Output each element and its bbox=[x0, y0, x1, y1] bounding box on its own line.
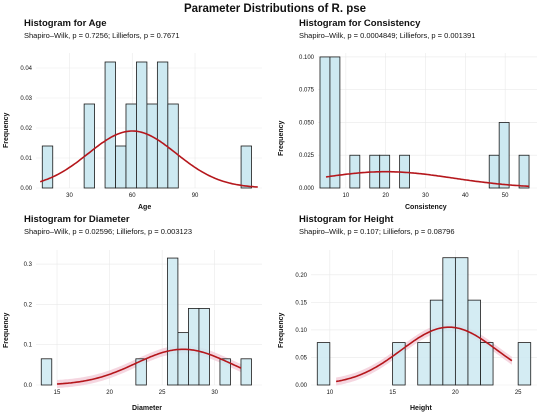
x-tick-label: 60 bbox=[129, 193, 136, 199]
histogram-bar bbox=[417, 342, 431, 386]
histogram-bar bbox=[442, 257, 456, 386]
chart-subtitle: Shapiro–Wilk, p = 0.02596; Lilliefors, p… bbox=[24, 227, 193, 236]
y-tick-label: 0.000 bbox=[299, 186, 315, 192]
x-tick-label: 15 bbox=[54, 390, 61, 396]
histogram-bar bbox=[83, 103, 95, 189]
chart-subtitle: Shapiro–Wilk, p = 0.7256; Lilliefors, p … bbox=[24, 31, 180, 40]
x-tick-label: 15 bbox=[389, 390, 396, 396]
x-tick-label: 30 bbox=[66, 193, 73, 199]
histogram-bar bbox=[40, 358, 53, 386]
histogram-bar bbox=[517, 342, 532, 386]
density-curve bbox=[56, 348, 242, 385]
histogram-bar bbox=[319, 56, 331, 189]
y-tick-label: 0.03 bbox=[20, 96, 32, 102]
chart-title: Histogram for Age bbox=[24, 18, 107, 29]
x-tick-label: 25 bbox=[159, 390, 166, 396]
x-axis-label: Height bbox=[410, 405, 432, 412]
chart-age: Histogram for Age Shapiro–Wilk, p = 0.72… bbox=[0, 18, 275, 218]
x-axis-label: Consistency bbox=[405, 204, 447, 211]
histogram-bar bbox=[467, 299, 481, 386]
histogram-bar bbox=[146, 103, 158, 189]
y-tick-label: 0.3 bbox=[24, 262, 33, 268]
histogram-bar bbox=[329, 56, 341, 189]
y-tick-label: 0.025 bbox=[299, 153, 315, 159]
density-curve bbox=[325, 170, 530, 188]
histogram-bar bbox=[41, 145, 54, 189]
histogram-bar bbox=[125, 103, 137, 189]
y-tick-label: 0.2 bbox=[24, 302, 33, 308]
y-tick-label: 0.100 bbox=[299, 55, 315, 61]
x-tick-label: 20 bbox=[452, 390, 459, 396]
histogram-bar bbox=[240, 358, 252, 386]
x-tick-label: 30 bbox=[211, 390, 218, 396]
histogram-bar bbox=[156, 61, 169, 189]
y-tick-label: 0.00 bbox=[295, 383, 307, 389]
histogram-bar bbox=[198, 308, 210, 386]
y-tick-label: 0.1 bbox=[24, 343, 33, 349]
y-tick-label: 0.0 bbox=[24, 383, 33, 389]
y-tick-label: 0.15 bbox=[295, 300, 307, 306]
x-tick-label: 10 bbox=[343, 193, 350, 199]
histogram-bar bbox=[454, 257, 469, 386]
x-tick-label: 50 bbox=[502, 193, 509, 199]
histogram-bar bbox=[498, 122, 510, 189]
page-title: Parameter Distributions of R. pse bbox=[183, 3, 367, 15]
chart-title: Histogram for Consistency bbox=[299, 18, 421, 29]
histogram-bar bbox=[429, 299, 444, 386]
histogram-plot: 0.00 0.01 0.02 0.03 0.04 30 60 90 bbox=[20, 53, 262, 199]
y-tick-label: 0.10 bbox=[295, 328, 307, 334]
y-tick-label: 0.075 bbox=[299, 88, 315, 94]
chart-subtitle: Shapiro–Wilk, p = 0.107; Lilliefors, p =… bbox=[299, 227, 455, 236]
histogram-bar bbox=[240, 145, 252, 189]
x-tick-label: 20 bbox=[106, 390, 113, 396]
histogram-bar bbox=[166, 257, 179, 386]
histogram-bar bbox=[167, 103, 179, 189]
chart-title: Histogram for Height bbox=[299, 214, 394, 225]
chart-subtitle: Shapiro–Wilk, p = 0.0004849; Lilliefors,… bbox=[299, 31, 476, 40]
chart-consistency: Histogram for Consistency Shapiro–Wilk, … bbox=[275, 18, 550, 218]
x-tick-label: 30 bbox=[422, 193, 429, 199]
histogram-bar bbox=[104, 61, 116, 189]
histogram-plot: 0.0 0.1 0.2 0.3 15 20 25 30 bbox=[24, 250, 262, 396]
density-band bbox=[336, 323, 512, 386]
y-tick-label: 0.05 bbox=[295, 355, 307, 361]
histogram-plot: 0.000 0.025 0.050 0.075 0.100 10 20 30 40 50 bbox=[299, 53, 537, 199]
density-curve bbox=[335, 326, 513, 383]
chart-diameter: Histogram for Diameter Shapiro–Wilk, p =… bbox=[0, 214, 275, 414]
x-tick-label: 25 bbox=[515, 390, 522, 396]
histogram-bar bbox=[518, 154, 530, 189]
histogram-bar bbox=[136, 61, 148, 189]
histogram-bar bbox=[316, 342, 331, 386]
y-tick-label: 0.01 bbox=[20, 156, 32, 162]
histogram-bar bbox=[349, 154, 361, 189]
x-tick-label: 20 bbox=[382, 193, 389, 199]
histogram-bar bbox=[135, 358, 147, 386]
histogram-bar bbox=[219, 358, 231, 386]
y-tick-label: 0.02 bbox=[20, 126, 32, 132]
histogram-plot: 0.00 0.05 0.10 0.15 0.20 10 15 20 25 bbox=[295, 250, 537, 396]
y-tick-label: 0.050 bbox=[299, 120, 315, 126]
histogram-bar bbox=[115, 145, 127, 189]
x-axis-label: Age bbox=[138, 204, 152, 211]
x-tick-label: 90 bbox=[192, 193, 199, 199]
x-axis-label: Diameter bbox=[132, 405, 162, 412]
histogram-bar bbox=[177, 332, 189, 386]
histogram-bar bbox=[188, 308, 200, 386]
y-tick-label: 0.00 bbox=[20, 186, 32, 192]
histogram-bar bbox=[480, 342, 494, 386]
chart-height: Histogram for Height Shapiro–Wilk, p = 0… bbox=[275, 214, 550, 414]
chart-title: Histogram for Diameter bbox=[24, 214, 130, 225]
x-tick-label: 40 bbox=[462, 193, 469, 199]
y-tick-label: 0.04 bbox=[20, 66, 32, 72]
y-tick-label: 0.20 bbox=[295, 273, 307, 279]
x-tick-label: 10 bbox=[326, 390, 333, 396]
density-curve bbox=[39, 130, 258, 188]
